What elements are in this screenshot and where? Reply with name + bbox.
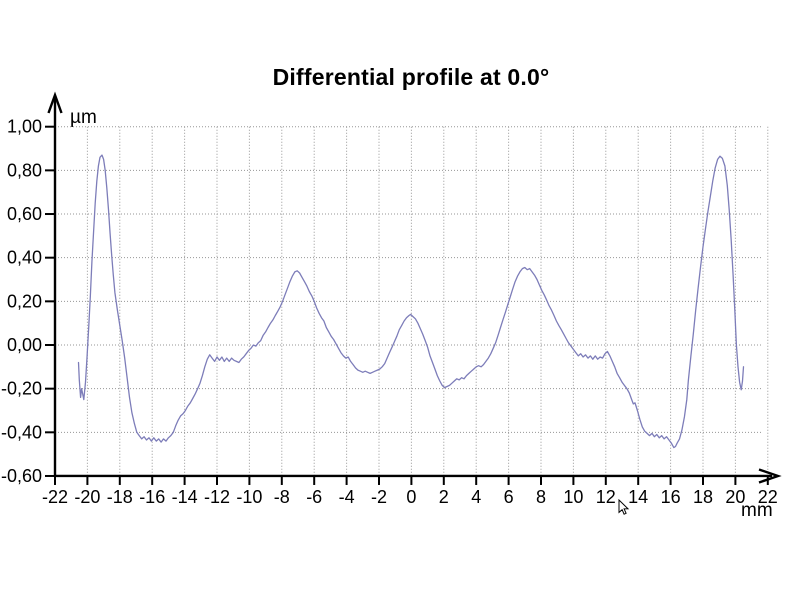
- x-tick-label: 4: [471, 487, 481, 507]
- x-tick-label: 12: [596, 487, 616, 507]
- x-axis-unit-label: mm: [741, 500, 773, 521]
- y-tick-label: 0,60: [7, 204, 42, 224]
- y-tick-label: -0,60: [1, 466, 42, 486]
- x-tick-label: -14: [172, 487, 198, 507]
- x-tick-label: -6: [306, 487, 322, 507]
- x-tick-label: 18: [693, 487, 713, 507]
- x-tick-label: 10: [563, 487, 583, 507]
- x-tick-label: 2: [439, 487, 449, 507]
- y-tick-label: 0,00: [7, 335, 42, 355]
- x-tick-label: 0: [406, 487, 416, 507]
- x-tick-label: -16: [139, 487, 165, 507]
- x-tick-label: 8: [536, 487, 546, 507]
- y-tick-label: -0,40: [1, 422, 42, 442]
- y-tick-label: 1,00: [7, 117, 42, 137]
- y-tick-label: 0,20: [7, 291, 42, 311]
- mouse-cursor-icon: [618, 499, 630, 515]
- x-tick-label: -18: [107, 487, 133, 507]
- x-tick-label: 14: [628, 487, 648, 507]
- x-tick-label: -20: [74, 487, 100, 507]
- y-axis-unit-label: µm: [70, 107, 97, 128]
- x-tick-label: -10: [236, 487, 262, 507]
- x-tick-label: -8: [274, 487, 290, 507]
- x-tick-label: -22: [42, 487, 68, 507]
- y-tick-label: 0,80: [7, 160, 42, 180]
- x-tick-label: 20: [725, 487, 745, 507]
- x-tick-label: -2: [371, 487, 387, 507]
- y-tick-label: -0,20: [1, 379, 42, 399]
- x-tick-label: 22: [758, 487, 778, 507]
- profile-trace: [77, 154, 745, 449]
- x-tick-label: -4: [339, 487, 355, 507]
- y-tick-label: 0,40: [7, 248, 42, 268]
- x-tick-label: 6: [504, 487, 514, 507]
- chart-title: Differential profile at 0.0°: [272, 64, 550, 90]
- x-axis-arrow-icon: [758, 468, 782, 484]
- x-tick-label: 16: [661, 487, 681, 507]
- y-axis-arrow-icon: [47, 91, 63, 114]
- x-tick-label: -12: [204, 487, 230, 507]
